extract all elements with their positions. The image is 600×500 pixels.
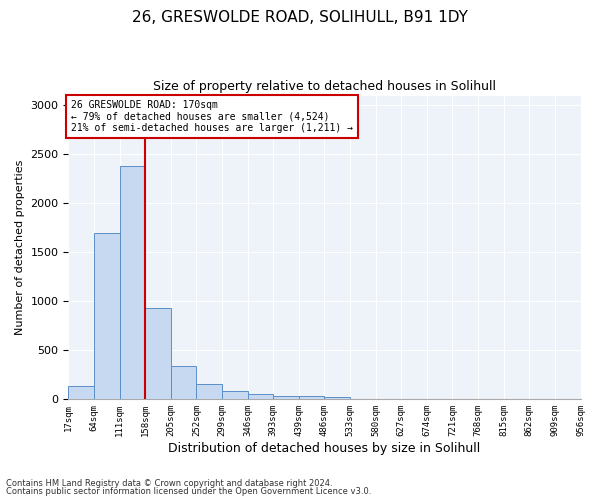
X-axis label: Distribution of detached houses by size in Solihull: Distribution of detached houses by size …: [169, 442, 481, 455]
Y-axis label: Number of detached properties: Number of detached properties: [15, 160, 25, 335]
Bar: [171, 366, 196, 400]
Bar: [273, 396, 299, 400]
Bar: [222, 390, 248, 400]
Bar: [325, 397, 350, 400]
Bar: [94, 232, 119, 400]
Text: Contains public sector information licensed under the Open Government Licence v3: Contains public sector information licen…: [6, 487, 371, 496]
Bar: [196, 384, 222, 400]
Bar: [299, 396, 325, 400]
Text: Contains HM Land Registry data © Crown copyright and database right 2024.: Contains HM Land Registry data © Crown c…: [6, 478, 332, 488]
Bar: [119, 166, 145, 400]
Text: 26, GRESWOLDE ROAD, SOLIHULL, B91 1DY: 26, GRESWOLDE ROAD, SOLIHULL, B91 1DY: [132, 10, 468, 25]
Text: 26 GRESWOLDE ROAD: 170sqm
← 79% of detached houses are smaller (4,524)
21% of se: 26 GRESWOLDE ROAD: 170sqm ← 79% of detac…: [71, 100, 353, 134]
Title: Size of property relative to detached houses in Solihull: Size of property relative to detached ho…: [153, 80, 496, 93]
Bar: [145, 308, 171, 400]
Bar: [248, 394, 273, 400]
Bar: [68, 386, 94, 400]
